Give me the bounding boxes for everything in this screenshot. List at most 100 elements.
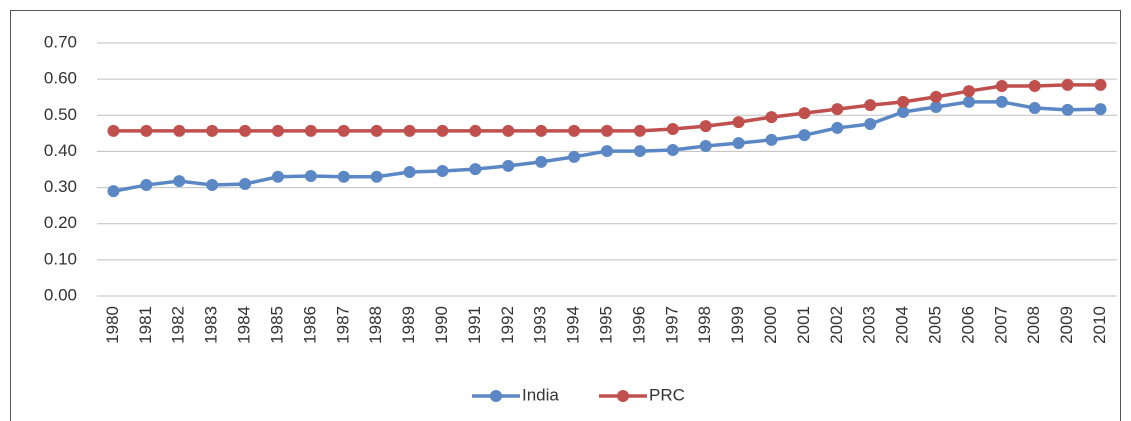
- x-tick-label: 2007: [991, 306, 1010, 344]
- data-point: [1028, 102, 1041, 115]
- data-point: [962, 85, 975, 98]
- data-point: [140, 124, 153, 137]
- y-tick-label: 0.20: [44, 213, 77, 232]
- data-point: [666, 123, 679, 136]
- data-point: [469, 163, 482, 176]
- data-point: [831, 121, 844, 134]
- data-point: [535, 155, 548, 168]
- data-point: [633, 124, 646, 137]
- data-point: [502, 124, 515, 137]
- x-tick-label: 1990: [432, 306, 451, 344]
- x-tick-label: 1997: [662, 306, 681, 344]
- data-point: [140, 179, 153, 192]
- data-point: [107, 185, 120, 198]
- data-point: [633, 145, 646, 158]
- y-tick-label: 0.40: [44, 141, 77, 160]
- data-point: [601, 124, 613, 137]
- data-point: [1061, 78, 1074, 91]
- data-point: [403, 124, 416, 137]
- y-tick-label: 0.10: [44, 249, 77, 268]
- chart-frame: [10, 10, 1121, 421]
- x-tick-label: 2000: [761, 306, 780, 344]
- data-point: [1028, 80, 1041, 93]
- data-point: [173, 175, 186, 188]
- x-tick-label: 1985: [267, 306, 286, 344]
- y-tick-label: 0.60: [44, 69, 77, 88]
- legend-marker: [490, 390, 502, 402]
- data-point: [173, 124, 186, 137]
- x-tick-label: 2004: [893, 306, 912, 344]
- data-point: [337, 124, 350, 137]
- data-point: [568, 124, 581, 137]
- x-tick-label: 1989: [399, 306, 418, 344]
- x-tick-label: 2009: [1057, 306, 1076, 344]
- x-tick-label: 2005: [926, 306, 945, 344]
- x-tick-label: 2008: [1024, 306, 1043, 344]
- x-tick-label: 1983: [202, 306, 221, 344]
- data-point: [370, 170, 383, 183]
- data-point: [699, 140, 712, 153]
- data-point: [732, 116, 745, 129]
- x-tick-label: 2003: [860, 306, 879, 344]
- y-tick-label: 0.70: [44, 32, 77, 51]
- data-point: [864, 99, 877, 112]
- data-point: [304, 124, 317, 137]
- x-tick-label: 1981: [136, 306, 155, 344]
- data-point: [1094, 103, 1107, 116]
- data-point: [535, 124, 548, 137]
- data-point: [930, 100, 943, 113]
- y-tick-label: 0.30: [44, 177, 77, 196]
- data-point: [370, 124, 383, 137]
- legend-label: PRC: [649, 385, 685, 404]
- x-tick-label: 1986: [300, 306, 319, 344]
- data-point: [1094, 78, 1107, 91]
- x-tick-label: 2006: [958, 306, 977, 344]
- series-line: [113, 83, 1101, 133]
- x-tick-label: 2001: [794, 306, 813, 344]
- data-point: [206, 179, 219, 192]
- x-tick-label: 2010: [1090, 306, 1109, 344]
- x-tick-label: 1980: [103, 306, 122, 344]
- x-tick-label: 1994: [564, 306, 583, 344]
- x-tick-label: 2002: [827, 306, 846, 344]
- data-point: [337, 170, 350, 183]
- x-tick-label: 1995: [596, 306, 615, 344]
- data-point: [469, 124, 482, 137]
- data-point: [239, 177, 252, 190]
- data-point: [897, 95, 910, 108]
- data-point: [568, 150, 581, 163]
- data-point: [864, 117, 877, 130]
- data-point: [403, 166, 416, 179]
- data-point: [1061, 103, 1074, 116]
- x-tick-label: 1993: [531, 306, 550, 344]
- data-point: [436, 164, 449, 177]
- data-point: [930, 90, 943, 103]
- data-point: [765, 111, 778, 124]
- data-point: [765, 133, 778, 146]
- data-point: [995, 95, 1008, 108]
- data-point: [962, 95, 975, 108]
- x-tick-label: 1988: [366, 306, 385, 344]
- x-tick-label: 1984: [235, 306, 254, 344]
- data-point: [239, 124, 252, 137]
- x-tick-label: 1982: [169, 306, 188, 344]
- data-point: [206, 124, 219, 137]
- y-tick-label: 0.00: [44, 285, 77, 304]
- data-point: [304, 170, 317, 183]
- data-point: [107, 124, 120, 137]
- data-point: [732, 137, 745, 150]
- x-tick-label: 1992: [498, 306, 517, 344]
- data-point: [271, 124, 284, 137]
- data-point: [601, 145, 613, 158]
- legend-label: India: [522, 385, 559, 404]
- x-tick-label: 1991: [465, 306, 484, 344]
- x-tick-label: 1996: [629, 306, 648, 344]
- data-point: [798, 107, 811, 120]
- data-point: [831, 103, 844, 116]
- x-tick-label: 1999: [728, 306, 747, 344]
- data-point: [502, 159, 515, 172]
- data-point: [436, 124, 449, 137]
- data-point: [897, 106, 910, 119]
